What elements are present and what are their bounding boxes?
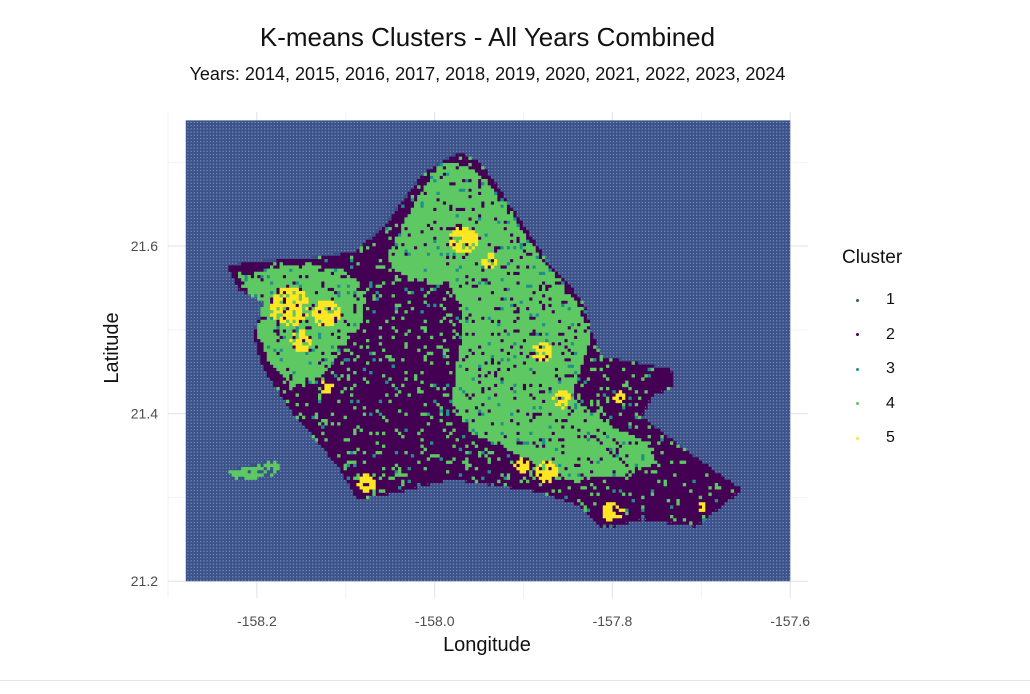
legend-key	[842, 333, 872, 337]
legend-dot	[855, 298, 859, 302]
legend-label: 2	[886, 325, 895, 343]
cluster-4-points	[228, 156, 735, 525]
legend-key	[842, 367, 872, 371]
legend-dot	[855, 333, 859, 337]
x-tick-label: -157.6	[770, 613, 810, 629]
y-tick-label: 21.6	[131, 238, 158, 254]
x-tick-label: -158.2	[237, 613, 277, 629]
legend-dot	[855, 436, 859, 440]
legend-dot	[855, 402, 859, 406]
legend-title: Cluster	[842, 247, 903, 268]
legend-key	[842, 402, 872, 406]
legend-key	[842, 436, 872, 440]
legend-dot	[855, 367, 859, 371]
tick-labels: -158.2 -158.0 -157.8 -157.6 21.2 21.4 21.6	[131, 238, 811, 629]
legend-item-5: 5	[842, 421, 902, 456]
legend-label: 1	[886, 291, 895, 309]
legend-key	[842, 298, 872, 302]
x-axis-title: Longitude	[443, 634, 531, 656]
legend-label: 4	[886, 394, 895, 412]
y-axis-title: Latitude	[101, 312, 123, 383]
chart-title: K-means Clusters - All Years Combined	[259, 22, 716, 52]
legend-label: 3	[886, 360, 895, 378]
legend-item-2: 2	[842, 318, 902, 353]
legend-item-4: 4	[842, 387, 902, 422]
x-tick-label: -157.8	[593, 613, 633, 629]
y-tick-label: 21.2	[131, 573, 158, 589]
points-layer	[185, 120, 791, 582]
y-tick-label: 21.4	[131, 406, 158, 422]
chart-subtitle: Years: 2014, 2015, 2016, 2017, 2018, 201…	[189, 64, 786, 84]
legend-item-1: 1	[842, 283, 902, 318]
legend-item-3: 3	[842, 352, 902, 387]
legend: Cluster 1 2 3 4 5	[842, 247, 902, 456]
divider	[0, 680, 1030, 681]
legend-items: 1 2 3 4 5	[842, 283, 902, 456]
x-tick-label: -158.0	[415, 613, 455, 629]
legend-label: 5	[886, 429, 895, 447]
